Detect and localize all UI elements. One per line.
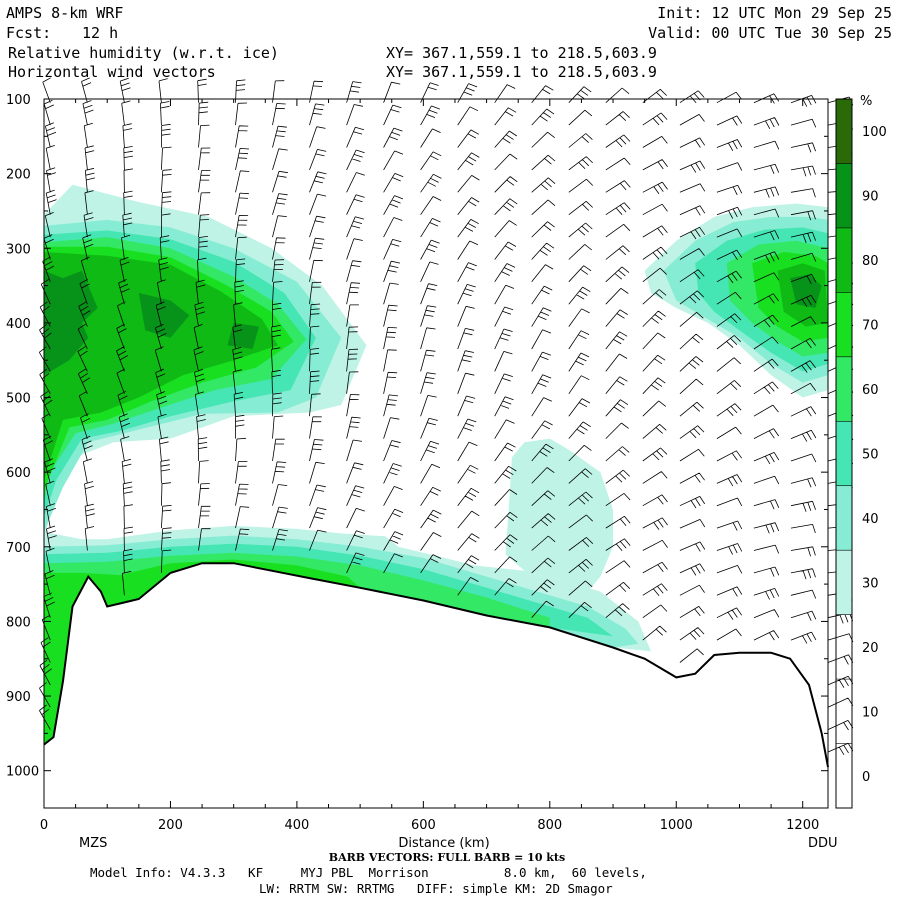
field-title-wind: Horizontal wind vectors — [8, 63, 216, 81]
barb-note: BARB VECTORS: FULL BARB = 10 kts — [329, 851, 565, 864]
colorbar-tick-label: 30 — [862, 576, 879, 591]
rh-region — [227, 322, 259, 349]
y-tick-label: 500 — [6, 392, 31, 407]
y-tick-label: 200 — [6, 168, 31, 183]
plot-frame — [43, 98, 829, 809]
rh-region — [44, 559, 361, 745]
colorbar: 0 10 20 30 40 50 60 70 80 90 100% — [835, 94, 887, 809]
x-axis-label: Distance (km) — [398, 836, 489, 851]
colorbar-tick-label: 10 — [862, 705, 879, 720]
y-tick-label: 900 — [6, 690, 31, 705]
colorbar-bin — [836, 292, 852, 357]
x-tick-label: 800 — [537, 818, 562, 833]
colorbar-unit: % — [860, 94, 872, 109]
colorbar-tick-label: 50 — [862, 448, 879, 463]
colorbar-tick-label: 20 — [862, 641, 879, 656]
terrain-line — [43, 562, 829, 768]
colorbar-bin — [836, 421, 852, 486]
y-tick-label: 300 — [6, 242, 31, 257]
colorbar-tick-label: 40 — [862, 512, 879, 527]
endpoint-label-end: DDU — [808, 836, 838, 851]
x-tick-label: 0 — [40, 818, 48, 833]
colorbar-tick-label: 90 — [862, 190, 879, 205]
wind-barbs — [38, 77, 854, 756]
rh-region — [44, 552, 550, 745]
colorbar-bin — [836, 356, 852, 422]
rh-region — [505, 438, 613, 592]
x-tick-label: 1200 — [786, 818, 819, 833]
rh-shading-layer — [44, 184, 828, 745]
init-time: Init: 12 UTC Mon 29 Sep 25 — [657, 4, 892, 22]
endpoint-label-start: MZS — [79, 836, 107, 851]
forecast-label: Fcst: — [6, 24, 52, 42]
cross-section-coords-2: XY= 367.1,559.1 to 218.5,603.9 — [386, 63, 657, 81]
rh-region — [44, 270, 98, 376]
terrain-mask — [44, 563, 828, 808]
colorbar-tick-label: 70 — [862, 319, 879, 334]
x-tick-label: 600 — [411, 818, 436, 833]
colorbar-tick-label: 100 — [862, 125, 887, 140]
y-tick-label: 100 — [6, 93, 31, 108]
rh-region — [44, 535, 639, 745]
y-tick-label: 600 — [6, 466, 31, 481]
model-info: Model Info: V4.3.3 KF MYJ PBL Morrison 8… — [90, 865, 647, 880]
y-tick-label: 400 — [6, 317, 31, 332]
model-title: AMPS 8-km WRF — [6, 4, 124, 22]
forecast-hour: 12 h — [82, 24, 119, 42]
colorbar-bin — [836, 550, 852, 615]
y-tick-label: 800 — [6, 615, 31, 630]
colorbar-bin — [836, 163, 852, 228]
wind-barb-layer — [38, 77, 854, 756]
colorbar-tick-label: 80 — [862, 254, 879, 269]
colorbar-bin — [836, 99, 852, 164]
y-tick-label: 1000 — [6, 765, 39, 780]
rh-region — [44, 252, 278, 480]
colorbar-bin — [836, 227, 852, 293]
colorbar-bin — [836, 485, 852, 551]
colorbar-tick-label: 0 — [862, 770, 870, 785]
y-tick-label: 700 — [6, 541, 31, 556]
colorbar-tick-label: 60 — [862, 383, 879, 398]
x-tick-label: 400 — [284, 818, 309, 833]
x-tick-label: 200 — [158, 818, 183, 833]
valid-time: Valid: 00 UTC Tue 30 Sep 25 — [648, 24, 892, 42]
field-title-rh: Relative humidity (w.r.t. ice) — [8, 44, 279, 62]
physics-info: LW: RRTM SW: RRTMG DIFF: simple KM: 2D S… — [259, 881, 613, 896]
axes-layer: 100 200 300 400 500 600 700 800 900 1000 0 200 400 60… — [6, 93, 828, 833]
x-tick-label: 1000 — [660, 818, 693, 833]
cross-section-coords-1: XY= 367.1,559.1 to 218.5,603.9 — [386, 44, 657, 62]
rh-region — [138, 293, 190, 338]
